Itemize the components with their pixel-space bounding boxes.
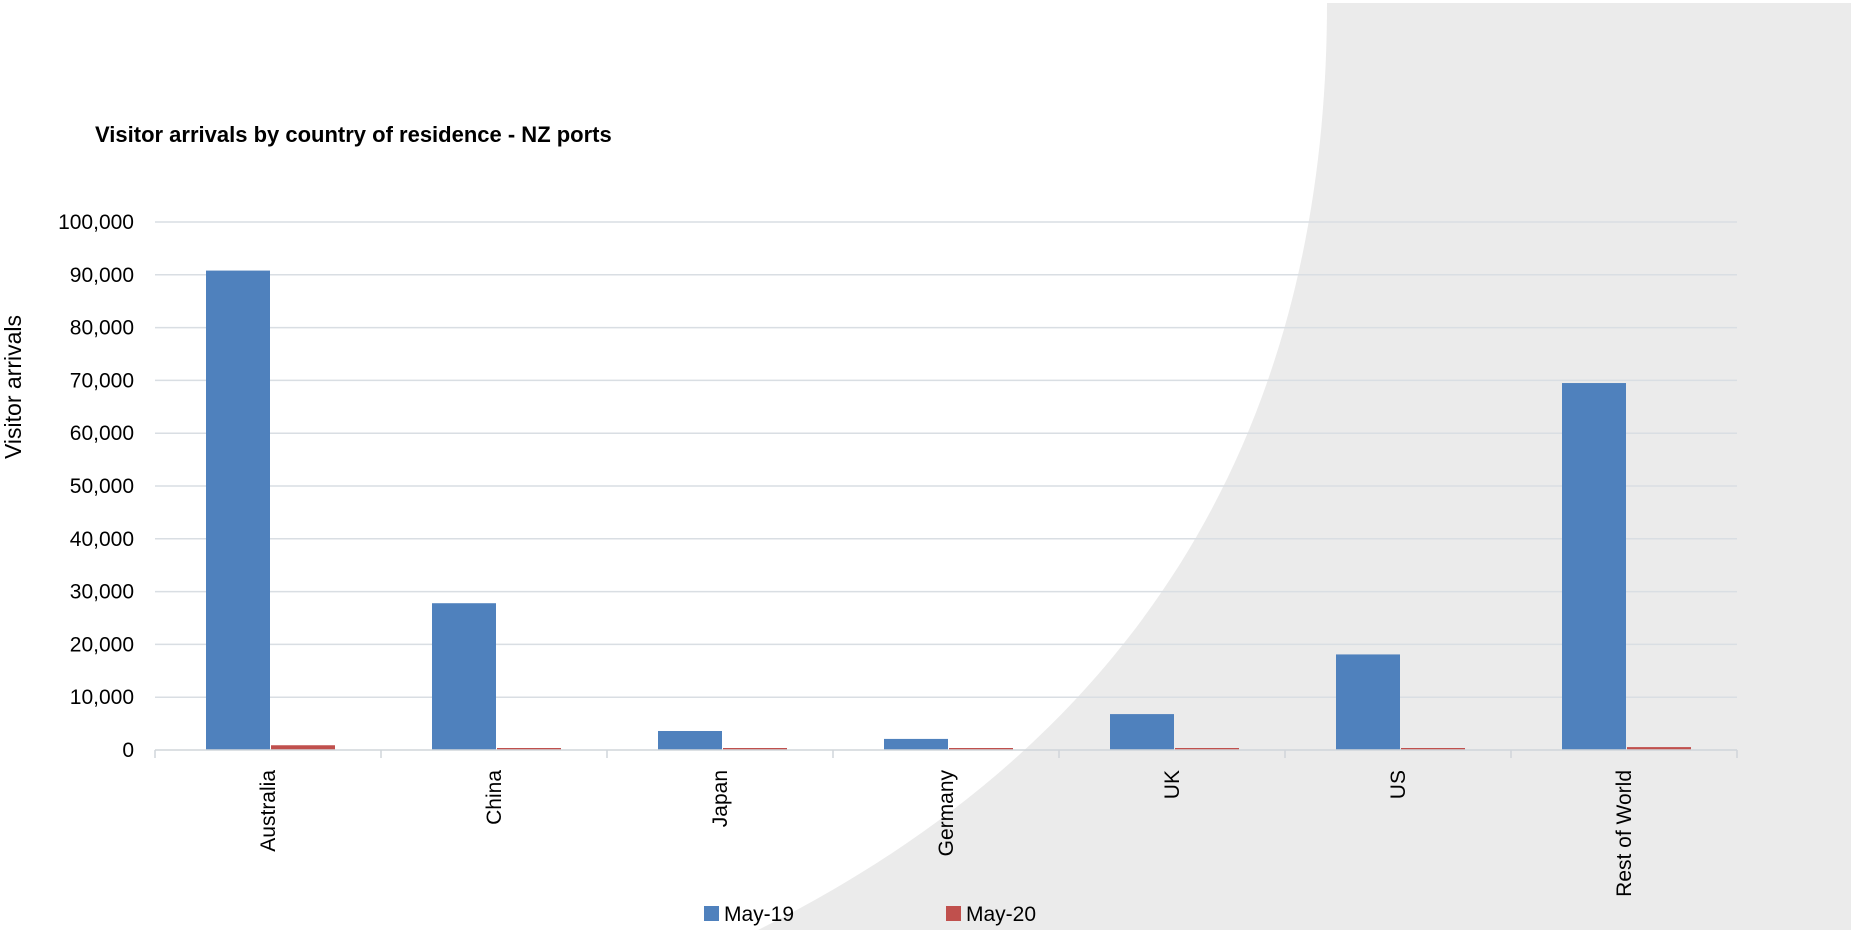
bar-may-20 [271,745,335,750]
x-tick-label: Japan [709,770,732,827]
legend: May-19 May-20 [704,903,1036,926]
bar-may-20 [1401,748,1465,750]
bar-may-19 [1336,654,1400,750]
y-tick-label: 80,000 [70,317,134,340]
x-tick-label: US [1387,770,1410,799]
y-tick-label: 50,000 [70,475,134,498]
y-tick-label: 20,000 [70,633,134,656]
x-axis-labels: Australia China Japan Germany UK US Rest of Wo… [257,770,1636,897]
y-axis-title: Visitor arrivals [0,315,26,459]
legend-label-may-20: May-20 [966,903,1036,926]
bars [206,270,1691,750]
x-tick-label: China [483,770,506,825]
gridlines [155,221,1737,698]
bar-may-20 [497,748,561,750]
y-tick-label: 70,000 [70,369,134,392]
bar-may-19 [432,603,496,750]
bar-may-20 [723,748,787,750]
chart-title: Visitor arrivals by country of residence… [95,122,612,147]
bar-may-19 [658,730,722,750]
bar-may-19 [1562,383,1626,750]
legend-swatch-may-19 [704,906,719,921]
x-tick-label: UK [1161,770,1184,799]
y-tick-label: 40,000 [70,528,134,551]
x-axis-ticks [154,750,1738,758]
x-tick-label: Germany [935,770,958,857]
x-tick-label: Australia [257,770,280,852]
y-tick-label: 100,000 [58,211,134,234]
y-tick-label: 60,000 [70,422,134,445]
bar-may-20 [949,748,1013,750]
y-tick-label: 10,000 [70,686,134,709]
bar-may-19 [206,270,270,750]
y-tick-label: 90,000 [70,264,134,287]
legend-label-may-19: May-19 [724,903,794,926]
x-tick-label: Rest of World [1613,770,1636,897]
bar-may-19 [1110,714,1174,750]
legend-swatch-may-20 [946,906,961,921]
background-arc-shape [758,3,1851,930]
y-tick-label: 30,000 [70,581,134,604]
bar-may-19 [884,738,948,750]
y-axis-ticks: 0 10,000 20,000 30,000 40,000 50,000 60,000 70,… [58,211,134,762]
bar-may-20 [1627,747,1691,750]
bar-may-20 [1175,748,1239,750]
y-tick-label: 0 [122,739,134,762]
